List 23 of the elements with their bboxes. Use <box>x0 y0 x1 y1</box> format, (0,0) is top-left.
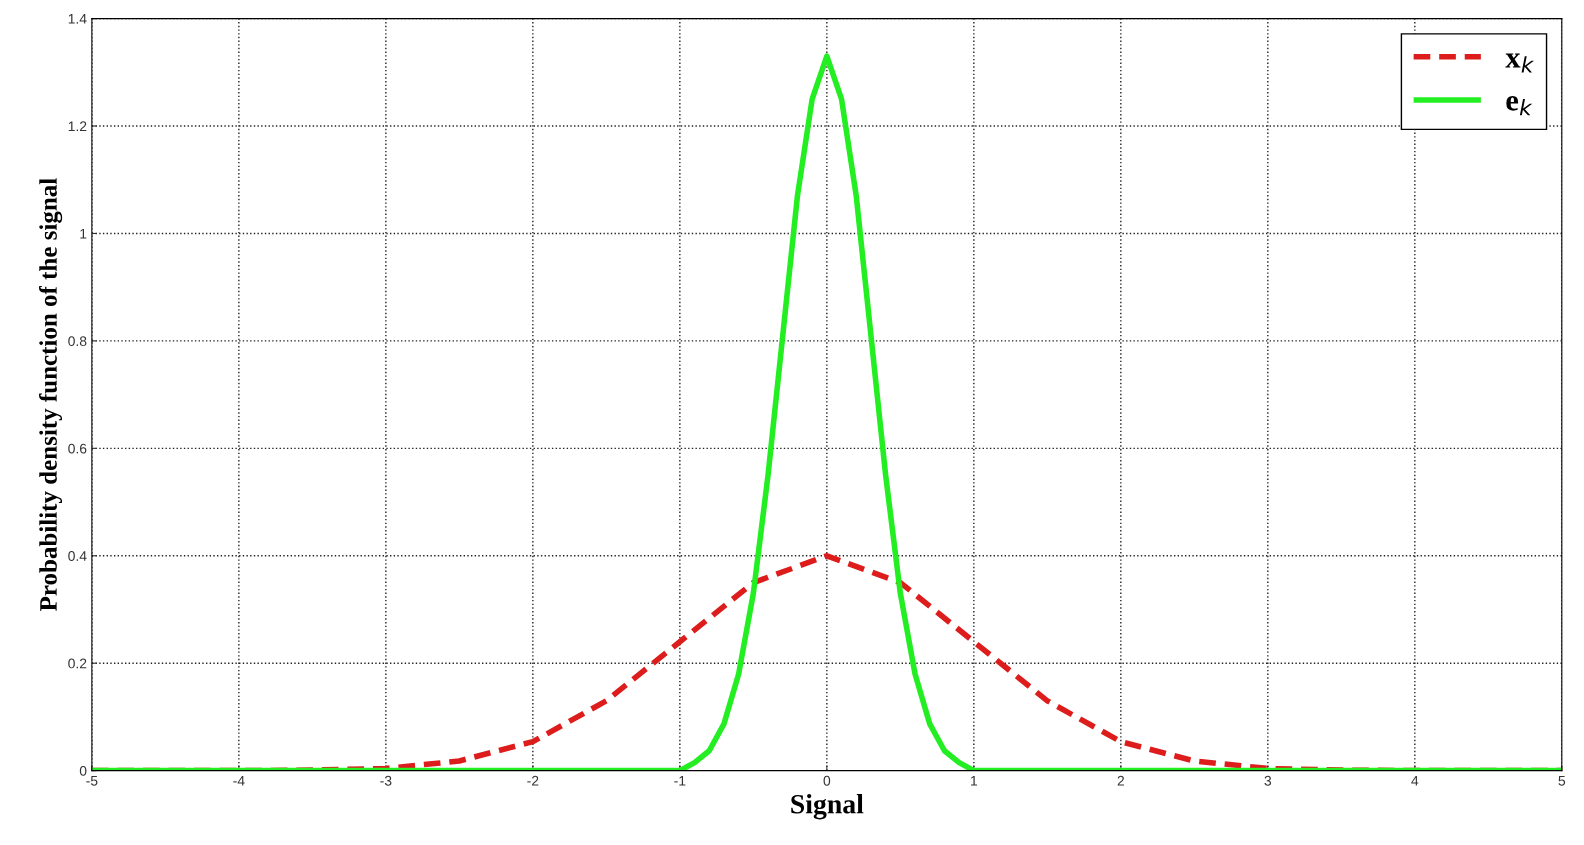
legend-label: e$_{k}$ <box>1506 95 1533 116</box>
x-tick-label: 0 <box>823 775 831 786</box>
x-tick-label: 3 <box>1264 775 1272 786</box>
y-axis-title: Probability density function of the signal <box>39 178 63 611</box>
y-tick-label: 0 <box>79 765 87 776</box>
y-tick-label: 0.6 <box>68 443 87 454</box>
y-tick-label: 1 <box>80 228 87 239</box>
y-tick-label: 1.2 <box>68 121 87 132</box>
y-tick-label: 0.4 <box>68 551 87 561</box>
x-tick-label: -2 <box>527 775 539 786</box>
x-axis-title: Signal <box>791 794 864 820</box>
x-tick-label: -5 <box>86 776 98 786</box>
x-tick-label: -4 <box>233 776 245 786</box>
y-tick-label: 1.4 <box>68 14 87 24</box>
x-tick-label: 4 <box>1411 776 1419 786</box>
x-tick-label: 1 <box>971 776 978 786</box>
y-tick-label: 0.2 <box>68 658 87 669</box>
legend-label: x$_{k}$ <box>1505 53 1534 73</box>
y-tick-label: 0.8 <box>68 336 87 347</box>
x-tick-label: 5 <box>1558 776 1566 786</box>
x-tick-label: 2 <box>1117 775 1124 786</box>
x-tick-label: -1 <box>674 776 686 786</box>
x-tick-label: -3 <box>380 775 392 786</box>
